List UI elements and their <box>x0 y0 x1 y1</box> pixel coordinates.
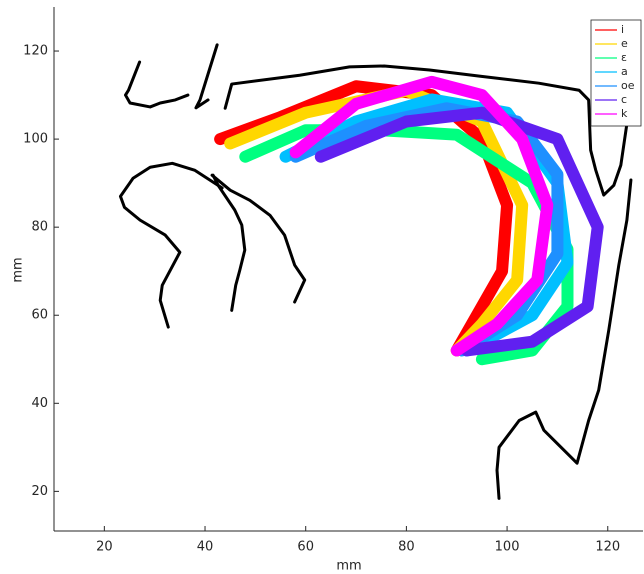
outline <box>118 161 224 329</box>
legend-label: i <box>621 23 624 36</box>
tongue-contour <box>289 102 564 357</box>
x-tick-label: 20 <box>96 540 113 555</box>
outline <box>194 43 219 110</box>
tongue-contour <box>314 106 604 357</box>
legend-label: c <box>621 93 627 106</box>
x-axis-label: mm <box>336 559 361 574</box>
y-tick-label: 120 <box>23 44 48 59</box>
y-tick-label: 100 <box>23 132 48 147</box>
y-tick-label: 40 <box>31 396 48 411</box>
y-tick-label: 20 <box>31 484 48 499</box>
outline <box>495 178 633 500</box>
y-axis-label: mm <box>11 257 26 282</box>
x-tick-label: 100 <box>495 540 520 555</box>
x-tick-label: 40 <box>197 540 214 555</box>
x-tick-label: 80 <box>398 540 415 555</box>
tongue-contour <box>289 75 554 357</box>
legend-label: a <box>621 65 628 78</box>
outline <box>123 60 190 109</box>
legend-box <box>590 19 642 127</box>
legend-label: oe <box>621 79 635 92</box>
x-tick-label: 60 <box>297 540 314 555</box>
outline <box>210 173 307 304</box>
legend-label: ε <box>621 51 627 64</box>
legend-label: e <box>621 37 628 50</box>
outline <box>211 173 247 312</box>
y-tick-label: 80 <box>31 220 48 235</box>
x-tick-label: 120 <box>595 540 620 555</box>
y-tick-label: 60 <box>31 308 48 323</box>
legend-label: k <box>621 107 628 120</box>
outline <box>223 64 633 197</box>
